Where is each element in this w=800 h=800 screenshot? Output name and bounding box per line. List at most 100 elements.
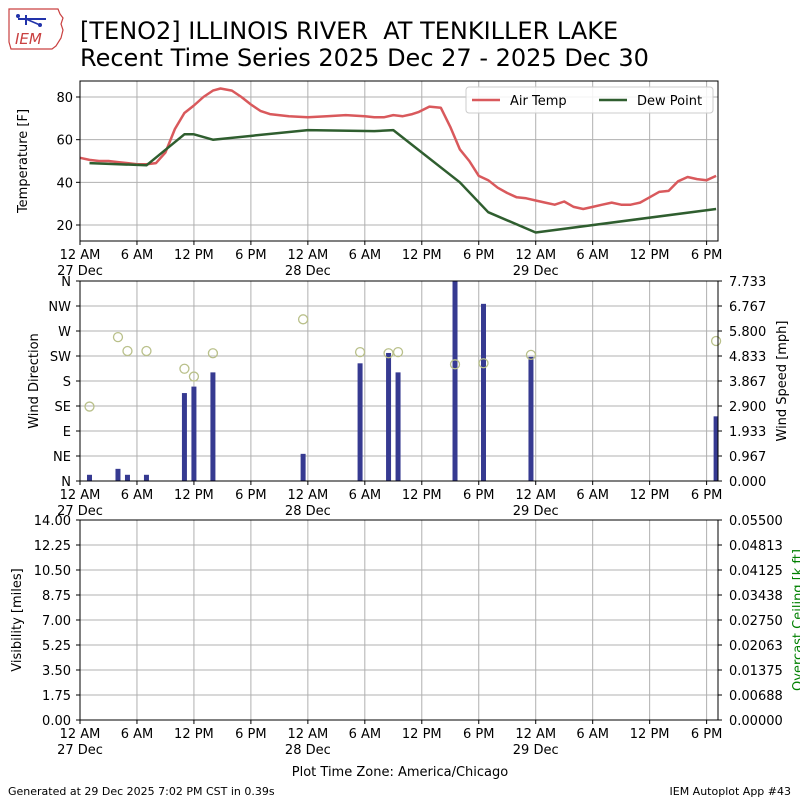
temp-y-axis-label: Temperature [F] (16, 109, 31, 214)
wind-direction-point-5 (188, 371, 200, 382)
ceiling-tick-label-4: 0.02750 (729, 614, 783, 629)
wind-speed-tick-label-6: 5.800 (729, 325, 766, 340)
app-note: IEM Autoplot App #43 (669, 785, 792, 798)
temp-date-label-0: 27 Dec (57, 264, 103, 279)
wind-speed-bar-4 (181, 393, 187, 481)
vis-xtick-label-10: 12 PM (630, 727, 670, 742)
wind-speed-bars (86, 281, 718, 481)
generated-note: Generated at 29 Dec 2025 7:02 PM CST in … (8, 785, 275, 798)
wind-direction-point-7 (297, 314, 309, 325)
vis-xtick-label-8: 12 AM (515, 727, 556, 742)
vis-plot-frame (79, 519, 719, 721)
temp-xtick-label-5: 6 AM (349, 248, 382, 263)
temp-xtick-label-11: 6 PM (691, 248, 722, 263)
wind-xtick-label-5: 6 AM (349, 488, 382, 503)
wind-speed-tick-label-1: 0.967 (729, 450, 766, 465)
ceiling-tick-label-0: 0.00000 (729, 714, 783, 729)
ceiling-tick-label-7: 0.04813 (729, 539, 783, 554)
iowa-map-icon: IEM (8, 8, 64, 50)
vis-xtick-label-2: 12 PM (174, 727, 214, 742)
logo-text: IEM (15, 30, 42, 48)
wind-speed-tick-label-5: 4.833 (729, 350, 766, 365)
vis-date-label-0: 27 Dec (57, 743, 103, 758)
wind-direction-point-2 (122, 345, 133, 357)
wind-direction-point-14 (710, 335, 722, 347)
wind-direction-axis-label: Wind Direction (27, 333, 42, 429)
wind-speed-bar-13 (528, 356, 534, 481)
wind-speed-bar-0 (86, 474, 92, 481)
legend-label-1: Dew Point (637, 94, 702, 109)
wind-xtick-label-11: 6 PM (691, 488, 722, 503)
temp-xtick-label-2: 12 PM (174, 248, 214, 263)
temp-ytick-label-0: 20 (56, 219, 73, 234)
wind-speed-bar-5 (191, 386, 197, 481)
wind-speed-bar-6 (210, 372, 216, 481)
wind-speed-bar-3 (143, 474, 149, 481)
temp-date-label-1: 28 Dec (285, 264, 331, 279)
ceiling-tick-label-6: 0.04125 (729, 564, 783, 579)
wind-dir-tick-label-4: S (63, 375, 71, 390)
wind-direction-point-4 (179, 363, 190, 374)
wind-speed-bar-9 (386, 352, 392, 481)
wind-xtick-label-2: 12 PM (174, 488, 214, 503)
wind-direction-point-10 (392, 346, 404, 358)
vis-date-label-1: 28 Dec (285, 743, 331, 758)
temp-ytick-label-3: 80 (56, 91, 73, 106)
wind-dir-tick-label-2: E (63, 425, 71, 440)
vis-tick-label-2: 3.50 (42, 664, 71, 679)
vis-tick-label-1: 1.75 (42, 689, 71, 704)
ceiling-tick-label-1: 0.00688 (729, 689, 783, 704)
ceiling-tick-label-8: 0.05500 (729, 514, 783, 529)
visibility-axis-label: Visibility [miles] (10, 568, 25, 671)
chart-title-line-1: [TENO2] ILLINOIS RIVER AT TENKILLER LAKE (80, 17, 619, 45)
vis-xtick-label-6: 12 PM (402, 727, 442, 742)
wind-speed-tick-label-3: 2.900 (729, 400, 766, 415)
wind-direction-point-8 (354, 346, 366, 358)
wind-direction-point-3 (141, 345, 152, 357)
vis-xtick-label-4: 12 AM (287, 727, 328, 742)
wind-date-label-2: 29 Dec (513, 504, 559, 519)
wind-xtick-label-3: 6 PM (235, 488, 266, 503)
temp-ytick-label-2: 60 (56, 134, 73, 149)
wind-direction-point-0 (84, 401, 95, 412)
wind-xtick-label-6: 12 PM (402, 488, 442, 503)
wind-speed-tick-label-0: 0.000 (729, 475, 766, 490)
temp-legend: Air Temp Dew Point (465, 86, 714, 114)
ceiling-tick-label-5: 0.03438 (729, 589, 783, 604)
series-line-dew-point (89, 128, 717, 234)
wind-speed-tick-label-8: 7.733 (729, 275, 766, 290)
temp-xtick-label-6: 12 PM (402, 248, 442, 263)
wind-speed-tick-label-4: 3.867 (729, 375, 766, 390)
wind-speed-bar-12 (480, 303, 486, 481)
wind-dir-tick-label-1: NE (53, 450, 71, 465)
wind-xtick-label-1: 6 AM (121, 488, 154, 503)
wind-speed-bar-8 (357, 363, 363, 481)
wind-speed-bar-14 (713, 416, 718, 481)
wind-date-label-0: 27 Dec (57, 504, 103, 519)
vis-tick-label-3: 5.25 (42, 639, 71, 654)
wind-direction-point-11 (449, 359, 461, 370)
x-axis-label: Plot Time Zone: America/Chicago (292, 765, 508, 780)
temp-date-label-2: 29 Dec (513, 264, 559, 279)
wind-direction-point-13 (525, 349, 537, 361)
wind-xtick-label-8: 12 AM (515, 488, 556, 503)
wind-xtick-label-9: 6 AM (576, 488, 609, 503)
wind-dir-tick-label-6: W (58, 325, 71, 340)
wind-speed-tick-label-2: 1.933 (729, 425, 766, 440)
wind-dir-tick-label-8: N (61, 275, 71, 290)
wind-speed-bar-10 (395, 372, 401, 481)
vis-xtick-label-0: 12 AM (60, 727, 101, 742)
series-line-air-temp (79, 87, 717, 211)
temp-xtick-label-0: 12 AM (60, 248, 101, 263)
wind-dir-tick-label-7: NW (48, 300, 71, 315)
wind-speed-bar-7 (300, 453, 306, 481)
wind-speed-tick-label-7: 6.767 (729, 300, 766, 315)
wind-speed-bar-2 (124, 474, 130, 481)
vis-xtick-label-1: 6 AM (121, 727, 154, 742)
temp-xtick-label-4: 12 AM (287, 248, 328, 263)
wind-speed-bar-11 (452, 281, 458, 481)
wind-xtick-label-7: 6 PM (463, 488, 494, 503)
legend-label-0: Air Temp (510, 94, 567, 109)
vis-tick-label-6: 10.50 (34, 564, 71, 579)
